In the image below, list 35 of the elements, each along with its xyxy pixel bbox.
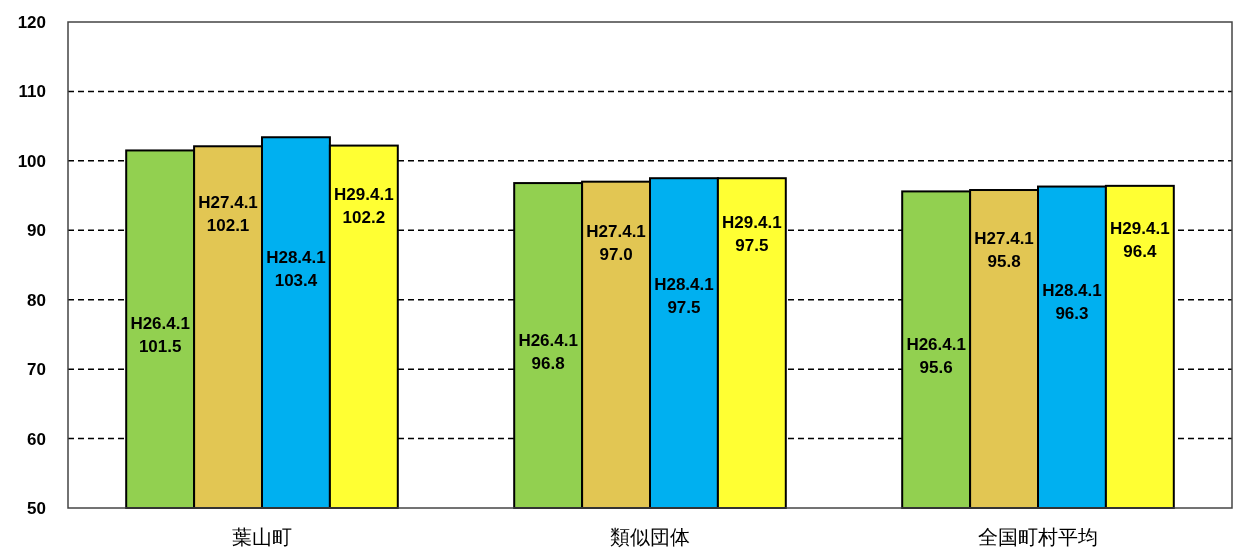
text: H26.4.1 (130, 314, 190, 334)
x-tick-label: 全国町村平均 (978, 526, 1098, 548)
y-tick-label: 120 (17, 13, 46, 32)
data-label: 103.4 (274, 271, 318, 291)
text: H29.4.1 (722, 212, 782, 232)
data-label: 95.6 (919, 357, 953, 377)
data-label: 97.5 (735, 235, 769, 255)
text: H27.4.1 (974, 229, 1034, 249)
data-label: 95.8 (987, 252, 1021, 272)
y-tick-label: 60 (27, 429, 46, 449)
y-tick-label: 80 (27, 290, 46, 310)
data-label: 102.1 (206, 215, 250, 235)
data-label: 97.5 (667, 298, 701, 318)
series-label: H29.4.1 (1110, 219, 1170, 239)
text: H27.4.1 (198, 192, 258, 212)
text: H26.4.1 (906, 334, 966, 354)
x-tick-label: 葉山町 (232, 526, 292, 548)
y-tick-label: 50 (27, 499, 46, 518)
data-label: 102.2 (342, 207, 386, 227)
y-tick-label: 70 (27, 360, 46, 380)
text: H29.4.1 (334, 184, 394, 204)
data-label: 96.8 (531, 353, 565, 373)
y-tick-label: 100 (17, 151, 46, 171)
data-label: 97.0 (599, 245, 633, 265)
data-label: 101.5 (138, 337, 182, 357)
data-label: 96.4 (1123, 242, 1157, 262)
text: H28.4.1 (1042, 280, 1102, 300)
x-tick-label: 類似団体 (610, 526, 690, 548)
series-label: H27.4.1 (586, 222, 646, 242)
text: H28.4.1 (654, 275, 714, 295)
series-label: H28.4.1 (266, 248, 326, 268)
y-tick-label: 90 (27, 221, 46, 241)
data-label: 96.3 (1055, 303, 1089, 323)
series-label: H26.4.1 (518, 330, 578, 350)
y-tick-label: 110 (18, 82, 46, 102)
